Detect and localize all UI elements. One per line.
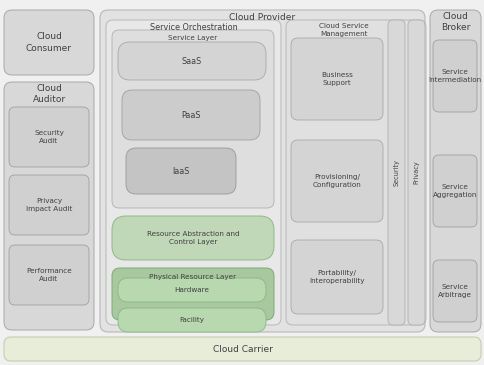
FancyBboxPatch shape xyxy=(290,38,382,120)
Text: Service Orchestration: Service Orchestration xyxy=(150,23,237,32)
Text: IaaS: IaaS xyxy=(172,166,189,176)
FancyBboxPatch shape xyxy=(290,240,382,314)
Text: Cloud
Auditor: Cloud Auditor xyxy=(32,84,65,104)
Text: Hardware: Hardware xyxy=(174,287,209,293)
FancyBboxPatch shape xyxy=(432,155,476,227)
FancyBboxPatch shape xyxy=(4,82,94,330)
Text: Cloud Carrier: Cloud Carrier xyxy=(212,345,272,353)
Text: Security: Security xyxy=(393,159,399,186)
Text: Service
Intermediation: Service Intermediation xyxy=(427,69,481,83)
Text: Performance
Audit: Performance Audit xyxy=(26,268,72,282)
FancyBboxPatch shape xyxy=(126,148,236,194)
FancyBboxPatch shape xyxy=(432,40,476,112)
FancyBboxPatch shape xyxy=(387,20,404,325)
FancyBboxPatch shape xyxy=(112,268,273,320)
FancyBboxPatch shape xyxy=(118,42,265,80)
Text: Cloud Provider: Cloud Provider xyxy=(229,14,295,23)
FancyBboxPatch shape xyxy=(9,245,89,305)
FancyBboxPatch shape xyxy=(4,10,94,75)
Text: PaaS: PaaS xyxy=(181,111,200,119)
Text: Resource Abstraction and
Control Layer: Resource Abstraction and Control Layer xyxy=(146,231,239,245)
Text: Cloud
Consumer: Cloud Consumer xyxy=(26,32,72,53)
Text: Facility: Facility xyxy=(179,317,204,323)
Text: Business
Support: Business Support xyxy=(320,72,352,86)
Text: Portability/
Interoperability: Portability/ Interoperability xyxy=(309,270,364,284)
Text: Privacy
Impact Audit: Privacy Impact Audit xyxy=(26,198,72,212)
Text: SaaS: SaaS xyxy=(182,57,202,65)
FancyBboxPatch shape xyxy=(286,20,425,325)
FancyBboxPatch shape xyxy=(429,10,480,332)
FancyBboxPatch shape xyxy=(118,308,265,332)
FancyBboxPatch shape xyxy=(112,30,273,208)
FancyBboxPatch shape xyxy=(100,10,424,332)
FancyBboxPatch shape xyxy=(407,20,424,325)
Text: Physical Resource Layer: Physical Resource Layer xyxy=(149,274,236,280)
Text: Security
Audit: Security Audit xyxy=(34,130,64,144)
Text: Service
Arbitrage: Service Arbitrage xyxy=(437,284,471,298)
FancyBboxPatch shape xyxy=(9,175,89,235)
Text: Provisioning/
Configuration: Provisioning/ Configuration xyxy=(312,174,361,188)
Text: Service
Aggregation: Service Aggregation xyxy=(432,184,476,198)
FancyBboxPatch shape xyxy=(122,90,259,140)
FancyBboxPatch shape xyxy=(432,260,476,322)
FancyBboxPatch shape xyxy=(290,140,382,222)
FancyBboxPatch shape xyxy=(106,20,280,325)
FancyBboxPatch shape xyxy=(118,278,265,302)
Text: Cloud
Broker: Cloud Broker xyxy=(440,12,469,32)
Text: Privacy: Privacy xyxy=(413,161,419,184)
Text: Service Layer: Service Layer xyxy=(168,35,217,41)
FancyBboxPatch shape xyxy=(112,216,273,260)
FancyBboxPatch shape xyxy=(9,107,89,167)
Text: Cloud Service
Management: Cloud Service Management xyxy=(318,23,368,37)
FancyBboxPatch shape xyxy=(4,337,480,361)
